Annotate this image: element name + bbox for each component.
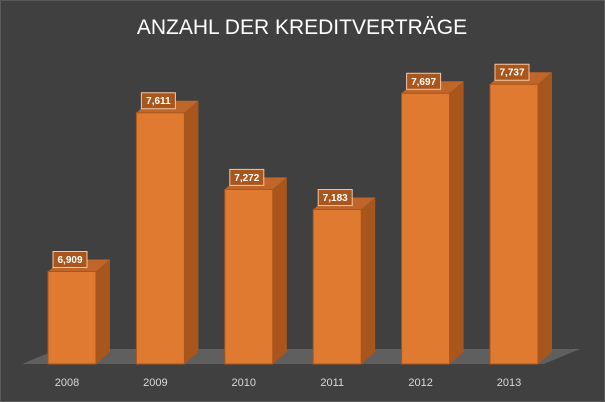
bar-side-face: [184, 100, 199, 365]
data-label-text: 6,909: [57, 255, 82, 266]
x-tick-label: 2010: [232, 377, 256, 389]
bar-2012: [401, 81, 464, 365]
data-label-2013: 7,737: [494, 63, 530, 81]
chart-title: ANZAHL DER KREDITVERTRÄGE: [137, 16, 467, 39]
data-label-text: 7,183: [323, 193, 348, 204]
bar-2008: [47, 259, 110, 365]
data-label-box: [140, 92, 176, 110]
bar-2010: [224, 177, 287, 365]
bar-front-face: [224, 188, 274, 365]
bar-side-face: [538, 72, 552, 365]
bar-front-face: [401, 92, 451, 365]
bar-side-face: [272, 177, 287, 364]
x-tick-label: 2009: [143, 377, 167, 389]
data-label-2009: 7,611: [140, 92, 176, 110]
x-tick-label: 2011: [320, 377, 344, 389]
data-label-2010: 7,272: [229, 168, 265, 186]
data-label-2008: 6,909: [52, 251, 88, 269]
bar-front-face: [135, 112, 185, 365]
bar-front-face: [47, 271, 97, 365]
bar-side-face: [449, 81, 464, 364]
bar-2011: [312, 197, 376, 365]
x-tick-label: 2012: [408, 377, 432, 389]
data-label-box: [494, 63, 530, 81]
bar-2013: [489, 72, 552, 365]
x-tick-label: 2008: [55, 377, 79, 389]
bar-side-face: [361, 197, 376, 364]
bar-2009: [135, 100, 199, 365]
data-label-box: [406, 72, 442, 90]
data-label-box: [52, 251, 88, 269]
bar-front-face: [312, 209, 362, 365]
bar-side-face: [96, 259, 110, 364]
data-label-box: [317, 189, 353, 207]
data-label-2011: 7,183: [317, 189, 353, 207]
data-label-text: 7,611: [146, 96, 171, 107]
data-label-text: 7,697: [411, 77, 436, 88]
data-label-box: [229, 168, 265, 186]
bar-front-face: [489, 83, 539, 365]
data-label-text: 7,272: [234, 173, 259, 184]
x-tick-label: 2013: [497, 377, 521, 389]
data-label-text: 7,737: [499, 68, 524, 79]
data-label-2012: 7,697: [406, 72, 442, 90]
